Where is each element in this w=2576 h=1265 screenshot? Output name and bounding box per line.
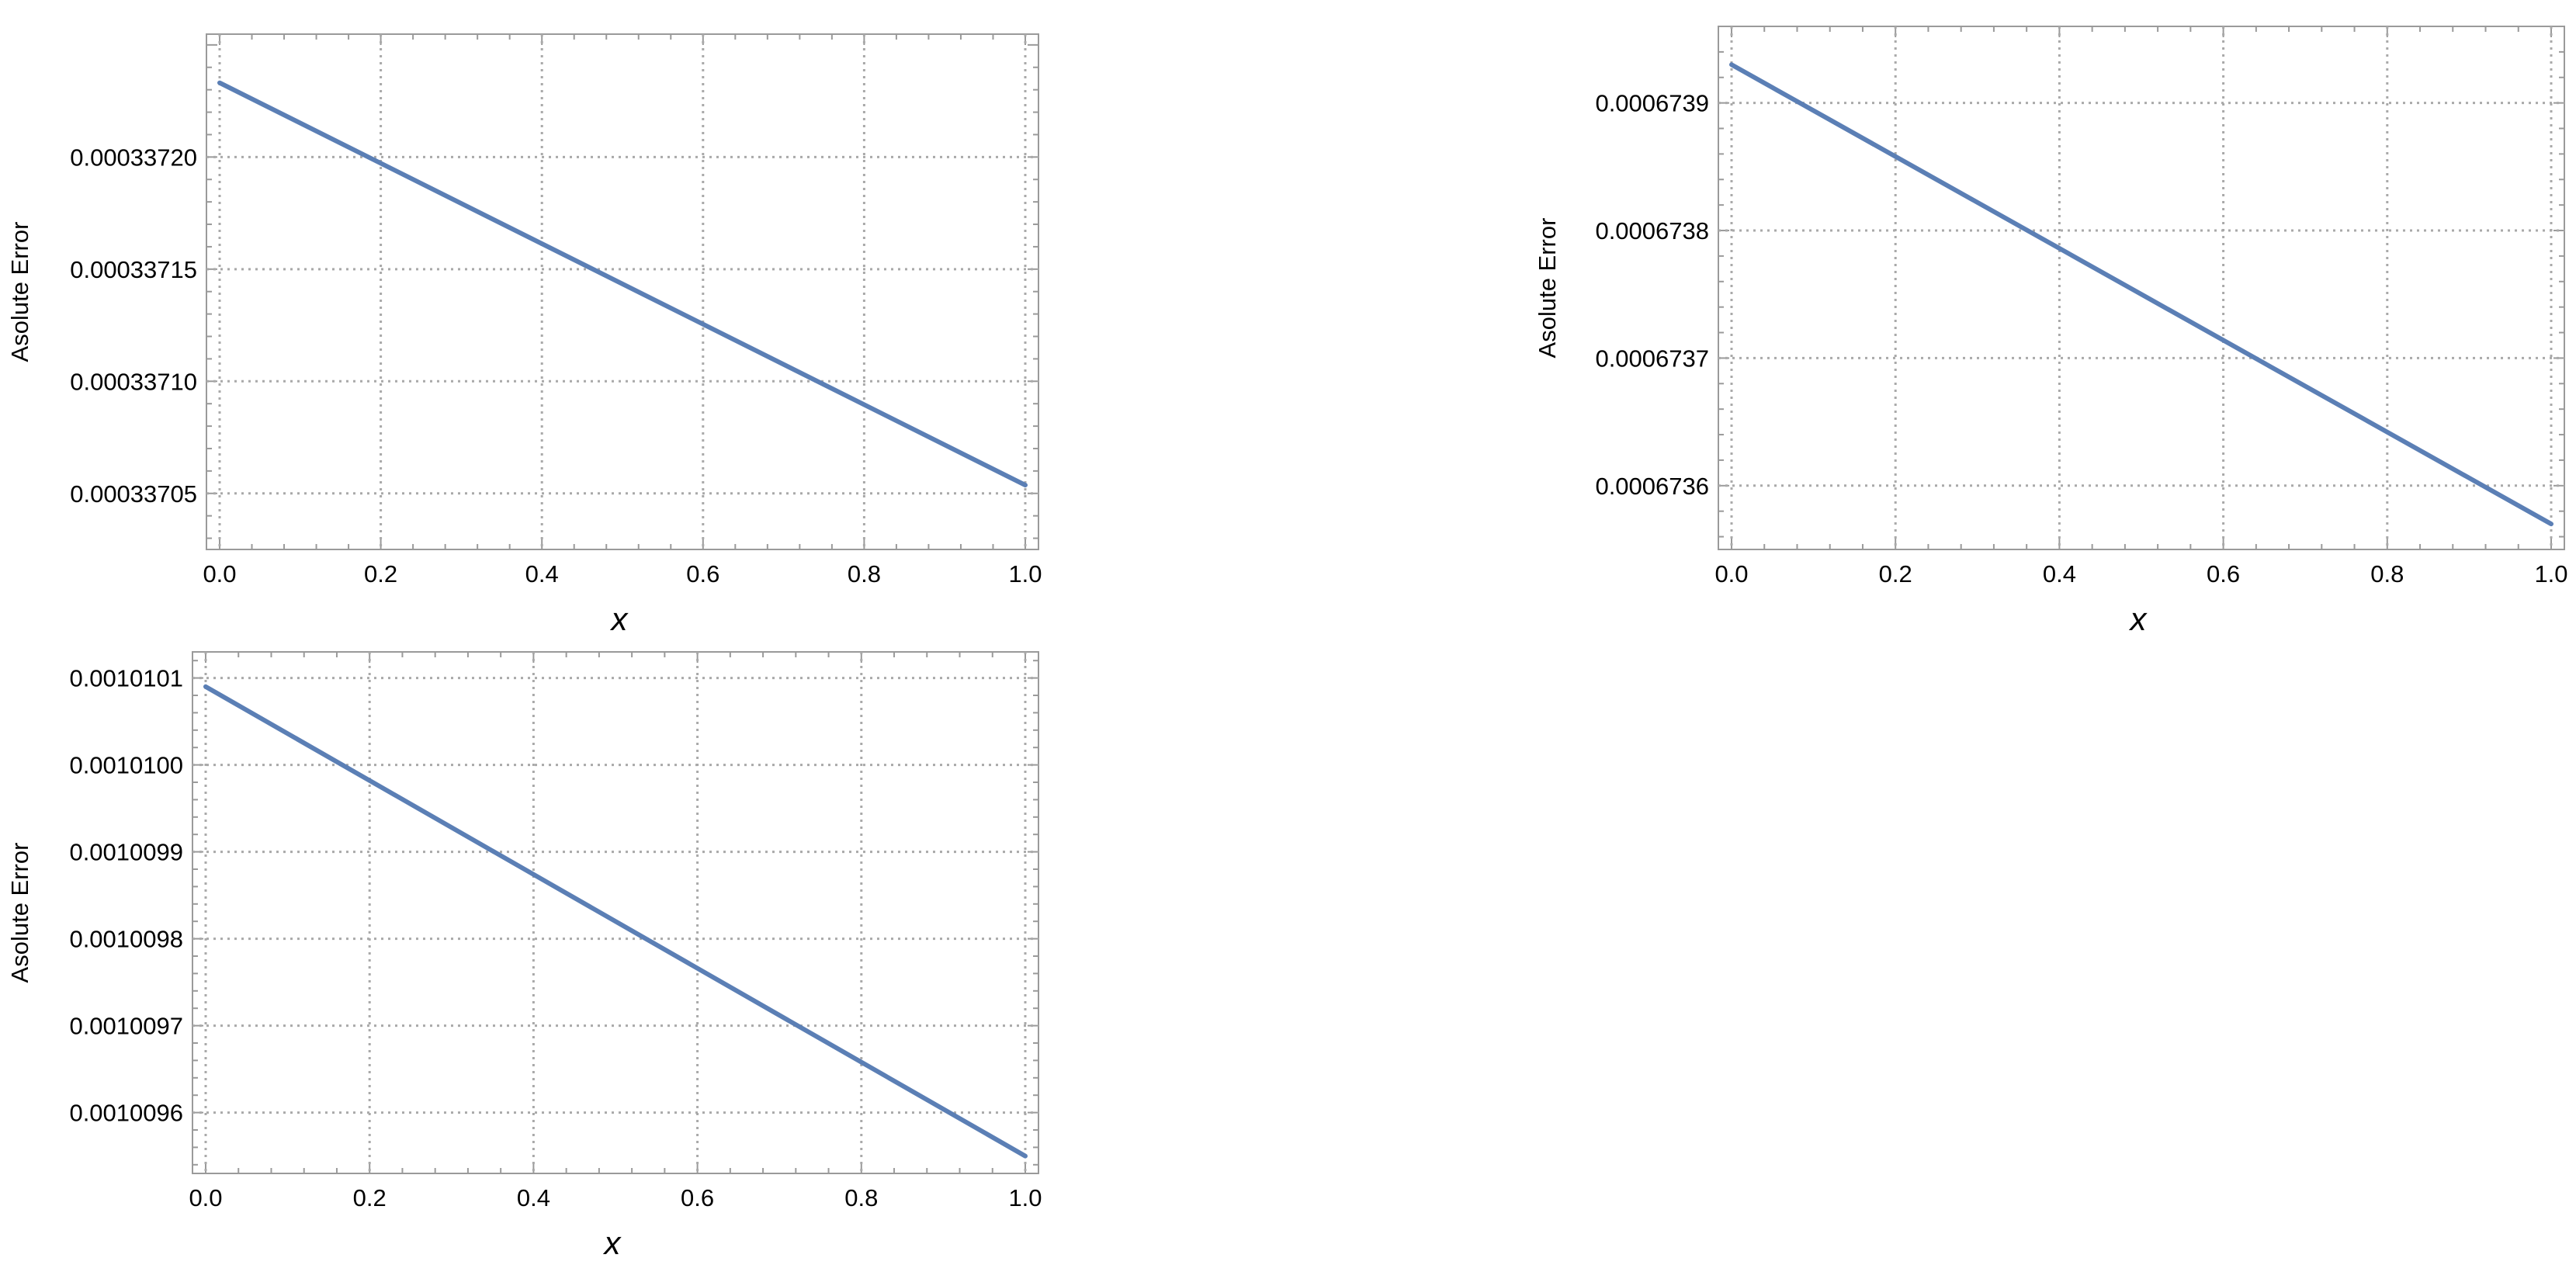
x-tick-label: 0.0	[203, 560, 236, 587]
y-tick-label: 0.0010099	[69, 839, 183, 866]
y-tick-label: 0.0006736	[1595, 473, 1709, 500]
x-tick-label: 0.6	[681, 1184, 714, 1211]
x-tick-label: 0.8	[844, 1184, 878, 1211]
chart-3: 0.0 0.2 0.4 0.6 0.8 1.0 0.0010096 0.0010097 0.00…	[6, 651, 1042, 1261]
y-tick-label: 0.00033720	[70, 144, 197, 171]
plot-frame	[1718, 26, 2565, 550]
x-tick-label: 0.4	[2043, 560, 2076, 587]
x-tick-label: 0.4	[525, 560, 559, 587]
series-line	[1729, 62, 2553, 527]
y-tick-label: 0.0010097	[69, 1013, 183, 1040]
series-line	[217, 80, 1028, 488]
y-tick-label: 0.0006737	[1595, 345, 1709, 372]
x-axis-title: x	[603, 1225, 622, 1261]
y-axis-title: Asolute Error	[6, 222, 33, 362]
y-tick-label: 0.00033705	[70, 480, 197, 508]
x-tick-label: 0.8	[2370, 560, 2404, 587]
y-tick-label: 0.0010100	[69, 752, 183, 779]
x-tick-label: 0.2	[353, 1184, 387, 1211]
x-tick-label: 1.0	[1008, 560, 1042, 587]
y-tick-label: 0.0010098	[69, 926, 183, 953]
x-tick-label: 0.0	[1714, 560, 1748, 587]
x-axis-title: x	[2129, 601, 2148, 637]
x-tick-label: 1.0	[2534, 560, 2567, 587]
plot-frame	[206, 33, 1039, 550]
chart-2: 0.0 0.2 0.4 0.6 0.8 1.0 0.0006736 0.0006737 0.00…	[1534, 26, 2568, 637]
x-tick-label: 0.6	[2207, 560, 2240, 587]
x-tick-label: 0.0	[189, 1184, 222, 1211]
x-tick-label: 0.2	[364, 560, 397, 587]
x-tick-label: 0.8	[848, 560, 881, 587]
series-line	[203, 684, 1028, 1159]
x-tick-label: 0.2	[1879, 560, 1912, 587]
y-tick-label: 0.0006738	[1595, 217, 1709, 244]
x-tick-label: 0.6	[686, 560, 719, 587]
chart-1: 0.0 0.2 0.4 0.6 0.8 1.0 0.00033705 0.00033710 0.…	[6, 33, 1042, 637]
y-axis-title: Asolute Error	[1534, 218, 1561, 359]
x-tick-label: 0.4	[517, 1184, 550, 1211]
y-tick-label: 0.00033710	[70, 368, 197, 395]
y-tick-label: 0.0010101	[69, 665, 183, 692]
plot-frame	[192, 651, 1039, 1174]
y-tick-label: 0.00033715	[70, 256, 197, 283]
y-tick-label: 0.0010096	[69, 1100, 183, 1127]
y-axis-title: Asolute Error	[6, 843, 33, 983]
y-tick-label: 0.0006739	[1595, 90, 1709, 117]
x-axis-title: x	[610, 601, 629, 637]
x-tick-label: 1.0	[1008, 1184, 1042, 1211]
